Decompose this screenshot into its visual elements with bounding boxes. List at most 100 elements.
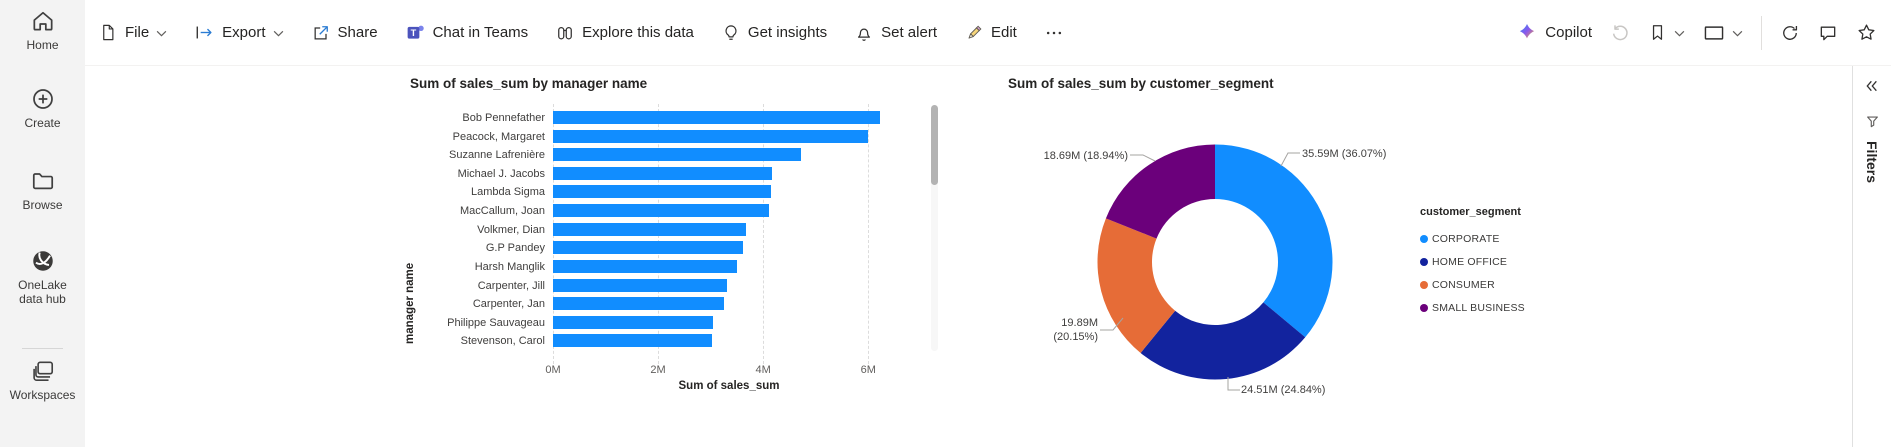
export-icon (194, 24, 215, 41)
export-menu-button[interactable]: Export (194, 24, 283, 41)
sidebar-item-workspaces[interactable]: Workspaces (0, 358, 85, 402)
filters-pane-collapsed: Filters (1852, 66, 1891, 447)
chevron-down-icon (1732, 28, 1743, 37)
bookmark-icon (1648, 23, 1667, 42)
copilot-label: Copilot (1545, 24, 1592, 41)
explore-this-data-button[interactable]: Explore this data (555, 23, 694, 43)
comments-button[interactable] (1818, 23, 1838, 43)
bar-category-label: Harsh Manglik (474, 260, 545, 273)
sidebar-item-home[interactable]: Home (0, 8, 85, 52)
bar-datapoint[interactable] (553, 259, 737, 273)
sidebar-item-onelake-data-hub[interactable]: OneLake data hub (0, 248, 85, 306)
bar-row: Harsh Manglik (90, 259, 945, 274)
teams-icon: T (405, 22, 426, 43)
bar-row: Volkmer, Dian (90, 222, 945, 237)
bar-row: G.P Pandey (90, 241, 945, 255)
bar-category-label: Michael J. Jacobs (457, 167, 545, 180)
x-axis-tick-label: 6M (860, 364, 876, 376)
comment-icon (1818, 23, 1838, 43)
bar-category-label: Volkmer, Dian (477, 223, 545, 236)
edit-button[interactable]: Edit (964, 23, 1017, 43)
bell-icon (854, 23, 874, 43)
set-alert-button[interactable]: Set alert (854, 23, 937, 43)
donut-slice-small-business[interactable] (1105, 144, 1215, 239)
donut-slice-corporate[interactable] (1215, 144, 1333, 338)
edit-label: Edit (991, 24, 1017, 41)
more-options-button[interactable] (1044, 23, 1064, 43)
sidebar-item-browse[interactable]: Browse (0, 168, 85, 212)
legend-item-consumer[interactable]: CONSUMER (1420, 273, 1525, 296)
bar-datapoint[interactable] (553, 315, 713, 329)
bar-datapoint[interactable] (553, 129, 868, 143)
bar-category-label: Bob Pennefather (462, 112, 545, 124)
legend-color-dot (1420, 257, 1428, 266)
bar-datapoint[interactable] (553, 222, 746, 236)
donut-legend-items: CORPORATE HOME OFFICE CONSUMER SMALL BUSINE… (1420, 227, 1525, 319)
bar-chart-scrollbar-thumb[interactable] (931, 105, 938, 185)
donut-slice-consumer[interactable] (1097, 218, 1176, 353)
callout-leader-line (1227, 377, 1240, 391)
legend-item-home-office[interactable]: HOME OFFICE (1420, 250, 1525, 273)
bar-datapoint[interactable] (553, 111, 880, 124)
get-insights-label: Get insights (747, 24, 828, 41)
favorite-button[interactable] (1856, 22, 1877, 43)
legend-item-corporate[interactable]: CORPORATE (1420, 227, 1525, 250)
bar-datapoint[interactable] (553, 241, 743, 255)
chevron-down-icon (1674, 28, 1685, 37)
pencil-icon (964, 23, 984, 43)
bar-row: Philippe Sauvageau (90, 315, 945, 330)
sidebar-item-label: OneLake data hub (18, 278, 67, 306)
refresh-icon (1780, 23, 1800, 43)
sidebar-item-label: Home (26, 38, 59, 52)
report-canvas: Sum of sales_sum by manager name manager… (85, 66, 1852, 447)
expand-filters-pane-button[interactable] (1862, 76, 1882, 99)
bar-category-label: Carpenter, Jan (472, 298, 545, 311)
callout-leader-line (1280, 152, 1300, 167)
undo-button[interactable] (1610, 23, 1630, 43)
copilot-button[interactable]: Copilot (1516, 22, 1592, 44)
bar-datapoint[interactable] (553, 334, 712, 348)
bar-datapoint[interactable] (553, 166, 772, 180)
donut-slice-home-office[interactable] (1140, 302, 1306, 380)
sidebar-item-create[interactable]: Create (0, 86, 85, 130)
legend-label: CONSUMER (1432, 278, 1495, 291)
legend-color-dot (1420, 303, 1428, 312)
bar-chart-title: Sum of sales_sum by manager name (410, 76, 648, 91)
bar-datapoint[interactable] (553, 278, 727, 292)
bar-row: Stevenson, Carol (90, 334, 945, 348)
donut-chart (1097, 144, 1333, 391)
legend-label: CORPORATE (1432, 232, 1500, 245)
sidebar-item-label: Create (24, 116, 61, 130)
share-button[interactable]: Share (311, 23, 378, 43)
onelake-icon (30, 248, 56, 274)
file-menu-button[interactable]: File (99, 23, 167, 42)
donut-callout-home-office: 24.51M (24.84%) (1241, 384, 1326, 396)
chevron-down-icon (273, 28, 284, 37)
refresh-button[interactable] (1780, 23, 1800, 43)
more-options-icon (1044, 23, 1064, 43)
callout-leader-line (1130, 154, 1156, 162)
view-button[interactable] (1703, 24, 1743, 42)
svg-text:T: T (410, 28, 416, 38)
donut-callout-small-business: 18.69M (18.94%) (1043, 150, 1128, 162)
donut-legend-title: customer_segment (1420, 206, 1521, 218)
bar-chart-scrollbar-track[interactable] (931, 105, 938, 351)
bar-category-label: MacCallum, Joan (460, 205, 545, 218)
bar-datapoint[interactable] (553, 297, 724, 311)
bar-row: Carpenter, Jan (90, 297, 945, 311)
chat-in-teams-button[interactable]: T Chat in Teams (405, 22, 528, 43)
bar-row: Peacock, Margaret (90, 129, 945, 144)
bar-datapoint[interactable] (553, 148, 801, 162)
bar-category-label: G.P Pandey (485, 242, 545, 255)
bookmarks-button[interactable] (1648, 23, 1685, 42)
left-nav-rail: Home Create Browse OneLake data hub Wor (0, 0, 85, 447)
bar-datapoint[interactable] (553, 185, 771, 199)
bar-chart-visual: Sum of sales_sum by manager name manager… (90, 66, 945, 426)
legend-item-small-business[interactable]: SMALL BUSINESS (1420, 296, 1525, 319)
bar-datapoint[interactable] (553, 204, 769, 218)
get-insights-button[interactable]: Get insights (721, 23, 827, 43)
gridline (868, 104, 870, 364)
bar-row: Bob Pennefather (90, 111, 945, 125)
donut-callout-consumer: 19.89M (20.15%) (1053, 317, 1098, 343)
workspaces-icon (30, 358, 56, 384)
